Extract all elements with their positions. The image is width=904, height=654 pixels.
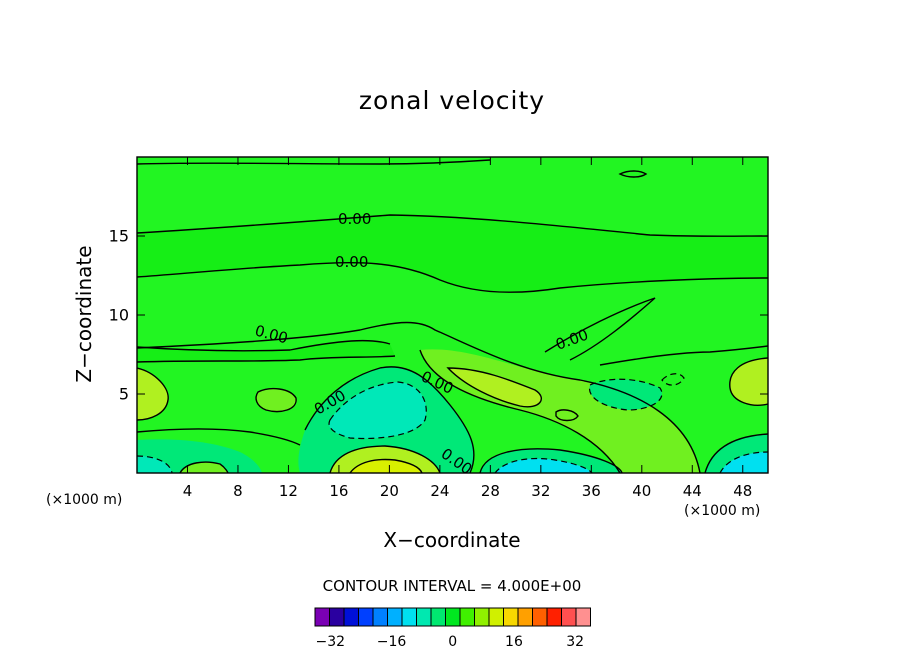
y-tick-label: 10 <box>108 305 129 325</box>
contour-label: 0.00 <box>338 210 371 228</box>
y-tick-marks <box>137 235 768 395</box>
negative-region-bottom-left-core <box>137 456 172 473</box>
contour-field <box>137 157 768 473</box>
x-tick-label: 48 <box>733 482 753 500</box>
x-tick-label: 24 <box>430 482 450 500</box>
x-tick-label: 16 <box>329 482 349 500</box>
colorbar-swatch <box>488 607 504 627</box>
colorbar-swatch <box>546 607 562 627</box>
positive-lobe-diagonal-core <box>448 368 542 407</box>
x-unit-label-left: (×1000 m) <box>46 492 123 508</box>
colorbar-swatch <box>459 607 475 627</box>
colorbar-swatch <box>474 607 490 627</box>
x-tick-label: 44 <box>682 482 702 500</box>
colorbar-swatch <box>358 607 374 627</box>
zero-band-lower <box>137 340 395 362</box>
y-axis-label: Z−coordinate <box>72 245 96 383</box>
contour-lines <box>137 159 768 473</box>
x-axis-label: X−coordinate <box>383 528 521 552</box>
x-tick-label: 8 <box>233 482 243 500</box>
colorbar-swatch <box>430 607 446 627</box>
chart-title: zonal velocity <box>358 86 546 115</box>
colorbar-swatch <box>416 607 432 627</box>
x-tick-label: 20 <box>379 482 399 500</box>
positive-lobe-west <box>137 368 169 420</box>
positive-lobe-small <box>256 388 297 412</box>
y-tick-label: 5 <box>118 384 129 404</box>
colorbar-swatch <box>575 607 591 627</box>
x-tick-label: 36 <box>581 482 601 500</box>
colorbar-swatch <box>445 607 461 627</box>
colorbar-swatch <box>314 607 330 627</box>
negative-region-bottom-right-core <box>495 458 592 473</box>
colorbar-tick-label: 0 <box>448 634 458 650</box>
colorbar-tick-label: 16 <box>505 634 523 650</box>
colorbar-swatch <box>387 607 403 627</box>
x-tick-label: 12 <box>278 482 298 500</box>
negative-contour-lines <box>137 373 768 473</box>
colorbar-swatch <box>517 607 533 627</box>
colorbar-tick-label: −32 <box>315 634 346 650</box>
negative-region-bottom-left <box>137 439 262 473</box>
x-tick-label: 28 <box>480 482 500 500</box>
colorbar-swatch <box>561 607 577 627</box>
colorbar-swatch <box>401 607 417 627</box>
colorbar-swatch <box>372 607 388 627</box>
positive-lobe-east-edge <box>729 358 768 406</box>
x-unit-label-right: (×1000 m) <box>684 503 761 519</box>
x-tick-label: 32 <box>531 482 551 500</box>
colorbar-swatch <box>532 607 548 627</box>
colorbar-swatch <box>343 607 359 627</box>
negative-region-bottom-east-core <box>720 452 768 473</box>
colorbar-tick-label: −16 <box>376 634 407 650</box>
x-tick-label: 4 <box>182 482 193 500</box>
colorbar <box>314 607 591 627</box>
positive-lobe-bottom-core <box>350 459 422 473</box>
x-tick-marks <box>186 157 744 473</box>
contour-interval-label: CONTOUR INTERVAL = 4.000E+00 <box>322 577 582 595</box>
colorbar-swatch <box>329 607 345 627</box>
positive-lobe-bottom-left <box>180 462 228 473</box>
zero-band-upper <box>137 215 768 293</box>
colorbar-swatch <box>503 607 519 627</box>
x-tick-label: 40 <box>632 482 652 500</box>
contour-label: 0.00 <box>335 253 368 271</box>
colorbar-tick-label: 32 <box>566 634 585 650</box>
y-tick-label: 15 <box>108 226 129 246</box>
negative-region-center-core <box>329 382 427 439</box>
